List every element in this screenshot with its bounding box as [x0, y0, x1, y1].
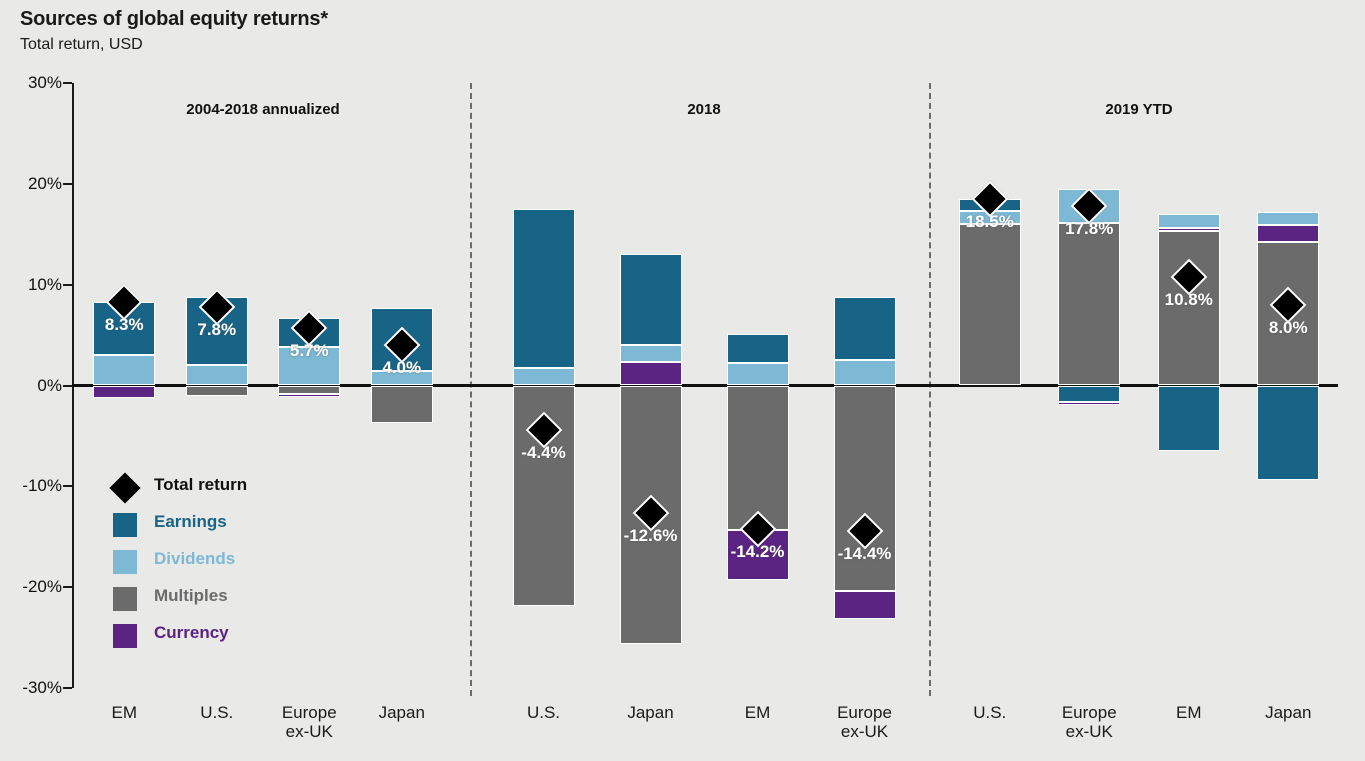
- x-axis-label: Europe ex-UK: [281, 703, 337, 742]
- bar-segment-multiples: [185, 385, 248, 396]
- bar-segment-currency: [1257, 225, 1320, 243]
- total-return-label: -14.4%: [837, 543, 892, 563]
- x-axis-label: U.S.: [973, 703, 1007, 722]
- panel-separator: [470, 83, 472, 696]
- square-swatch-icon: [113, 550, 137, 574]
- bar-segment-earnings: [833, 296, 896, 361]
- x-axis-label: Japan: [1265, 703, 1312, 722]
- x-axis-label: Japan: [378, 703, 425, 722]
- square-swatch-icon: [113, 587, 137, 611]
- bar-segment-multiples: [833, 385, 896, 592]
- y-axis-tick-label: 10%: [27, 274, 62, 294]
- bar-segment-earnings: [512, 209, 575, 369]
- total-return-label: 7.8%: [197, 319, 237, 339]
- total-return-label: 18.5%: [965, 212, 1014, 232]
- x-axis-label: Europe ex-UK: [837, 703, 892, 742]
- page-subtitle: Total return, USD: [20, 36, 143, 53]
- y-axis-tick-label: -30%: [22, 677, 62, 697]
- y-axis-tick: [63, 485, 72, 488]
- bar-segment-multiples: [370, 385, 433, 423]
- legend-label: Currency: [154, 623, 229, 642]
- x-axis-label: U.S.: [526, 703, 561, 722]
- bar-segment-multiples: [1058, 223, 1121, 386]
- total-return-label: -14.2%: [730, 541, 785, 561]
- bar-segment-dividends: [512, 368, 575, 386]
- total-return-label: 8.3%: [104, 314, 144, 334]
- y-axis-tick: [63, 283, 72, 286]
- bar-segment-dividends: [1157, 214, 1220, 229]
- total-return-label: 4.0%: [382, 358, 422, 378]
- y-axis-tick: [63, 182, 72, 185]
- bar-segment-multiples: [619, 385, 682, 644]
- panel-header-2019-ytd: 2019 YTD: [1105, 101, 1173, 118]
- bar-segment-multiples: [958, 224, 1021, 386]
- bar-segment-multiples: [1157, 231, 1220, 386]
- zero-baseline: [72, 384, 1338, 387]
- square-swatch-icon: [113, 513, 137, 537]
- total-return-label: 5.7%: [289, 341, 329, 361]
- total-return-label: -12.6%: [623, 525, 678, 545]
- bar-segment-earnings: [726, 334, 789, 364]
- legend-label: Earnings: [154, 512, 227, 531]
- legend-label: Multiples: [154, 586, 228, 605]
- total-return-label: 17.8%: [1065, 219, 1114, 239]
- bar-segment-dividends: [185, 365, 248, 386]
- y-axis-tick: [63, 82, 72, 85]
- bar-segment-dividends: [619, 345, 682, 363]
- bar-segment-currency: [278, 393, 341, 397]
- bar-segment-earnings: [1157, 385, 1220, 452]
- bar-segment-dividends: [370, 371, 433, 386]
- bar-segment-currency: [833, 591, 896, 620]
- bar-segment-currency: [619, 362, 682, 386]
- panel-separator: [929, 83, 931, 696]
- bar-segment-dividends: [726, 363, 789, 386]
- panel-header-2018: 2018: [687, 101, 721, 118]
- bar-segment-dividends: [93, 355, 156, 386]
- bar-segment-earnings: [619, 254, 682, 346]
- bar-segment-currency: [1157, 228, 1220, 232]
- y-axis-tick: [63, 586, 72, 589]
- bar-segment-currency: [93, 385, 156, 398]
- y-axis-tick: [63, 686, 72, 689]
- x-axis-label: EM: [111, 703, 138, 722]
- bar-segment-earnings: [1257, 385, 1320, 481]
- y-axis-tick: [63, 384, 72, 387]
- bar-segment-multiples: [278, 385, 341, 394]
- bar-segment-dividends: [1257, 212, 1320, 226]
- bar-segment-multiples: [726, 385, 789, 530]
- legend-label: Total return: [154, 475, 248, 494]
- total-return-label: 8.0%: [1268, 317, 1308, 337]
- y-axis-tick-label: 30%: [27, 73, 62, 93]
- bar-segment-dividends: [833, 360, 896, 386]
- x-axis-label: U.S.: [200, 703, 234, 722]
- x-axis-label: Japan: [627, 703, 674, 722]
- x-axis-label: EM: [1176, 703, 1202, 722]
- y-axis-tick-label: -10%: [22, 476, 62, 496]
- x-axis-label: EM: [744, 703, 771, 722]
- total-return-label: 10.8%: [1164, 289, 1213, 309]
- y-axis-tick-label: 20%: [27, 173, 62, 193]
- square-swatch-icon: [113, 624, 137, 648]
- y-axis-tick-label: -20%: [22, 577, 62, 597]
- y-axis-tick-label: 0%: [37, 375, 62, 395]
- x-axis-label: Europe ex-UK: [1061, 703, 1117, 742]
- page-title: Sources of global equity returns*: [20, 8, 328, 30]
- panel-header-2004-2018-annualized: 2004-2018 annualized: [186, 101, 340, 118]
- bar-segment-dividends: [278, 347, 341, 386]
- legend-label: Dividends: [154, 549, 236, 568]
- bar-segment-earnings: [1058, 385, 1121, 402]
- bar-segment-currency: [1058, 401, 1121, 405]
- total-return-label: -4.4%: [521, 442, 566, 462]
